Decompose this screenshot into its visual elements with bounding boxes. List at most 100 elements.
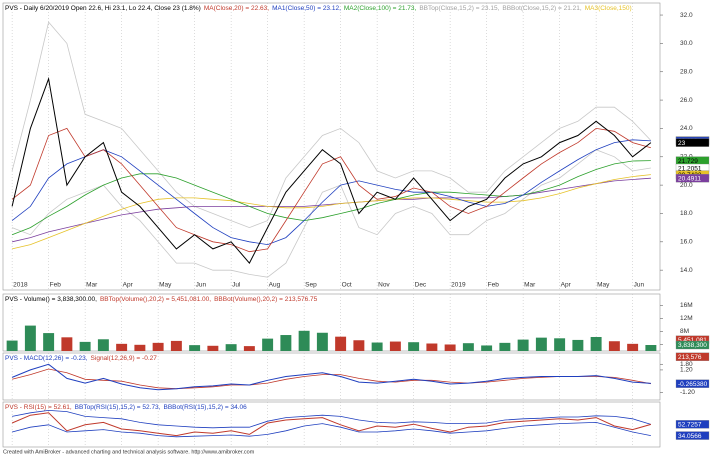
value-box-label: 21.729: [678, 158, 698, 165]
panel-header: PVS - Daily 6/20/2019 Open 22.6, Hi 23.1…: [5, 5, 632, 12]
value-box: [675, 340, 710, 350]
x-tick-label: Apr: [123, 282, 134, 289]
value-box-label: 34.0566: [678, 433, 702, 440]
volume-bar: [444, 344, 456, 351]
header-segment: BBBot(Volume(),20,2) = 213,576.75: [214, 296, 318, 303]
series-line: [11, 363, 651, 391]
x-tick-label: 2018: [13, 282, 28, 289]
volume-bar: [627, 343, 639, 351]
volume-bar: [335, 336, 347, 351]
y-tick-label: 30.0: [680, 40, 693, 47]
y-tick-label: 24.0: [680, 125, 693, 132]
y-tick-label: 1.80: [680, 361, 693, 368]
y-tick-label: 8M: [680, 328, 689, 335]
x-tick-label: Mar: [524, 282, 536, 289]
volume-bar: [535, 337, 547, 351]
series-line: [12, 174, 651, 250]
value-box: [675, 431, 710, 440]
volume-bar: [43, 333, 55, 351]
volume-bar: [116, 343, 128, 351]
volume-bar: [79, 341, 91, 351]
panel-header: PVS - RSI(15) = 52.61, BBTop(RSI(15),15,2…: [5, 404, 247, 411]
series-line: [11, 160, 651, 236]
value-box: [675, 138, 710, 147]
series-line: [12, 177, 651, 243]
volume-bar: [517, 339, 529, 351]
volume-bar: [608, 341, 620, 351]
y-tick-label: 12M: [680, 315, 693, 322]
volume-bar: [316, 332, 328, 351]
volume-bar: [225, 344, 237, 351]
value-box-label: 3,838,300: [678, 342, 707, 349]
x-tick-label: Sep: [305, 282, 317, 289]
value-box-label: 23: [678, 140, 686, 147]
x-tick-label: 2019: [451, 282, 466, 289]
header-segment: BBBot(RSI(15),15,2) = 34.06: [163, 404, 247, 411]
y-tick-label: 28.0: [680, 68, 693, 75]
value-box-label: 20.4911: [678, 175, 701, 182]
panel-frame: [2, 2, 661, 291]
y-tick-label: 18.0: [680, 210, 693, 217]
value-box: [675, 174, 710, 183]
x-tick-label: May: [159, 282, 172, 289]
y-tick-label: 32.0: [680, 12, 693, 19]
x-tick-label: Aug: [269, 282, 281, 289]
volume-bar: [152, 342, 164, 351]
volume-bar: [97, 339, 109, 351]
series-line: [11, 421, 651, 438]
x-tick-label: Oct: [342, 282, 352, 289]
volume-bar: [6, 340, 18, 351]
y-tick-label: -1.20: [680, 389, 695, 396]
x-tick-label: May: [597, 282, 610, 289]
panel-header: PVS - Volume() = 3,838,300.00, BBTop(Volu…: [5, 296, 318, 303]
header-segment: MA(Close,20) = 22.63,: [204, 5, 269, 12]
series-line: [12, 409, 652, 429]
volume-bar: [243, 346, 255, 351]
header-segment: PVS - Daily 6/20/2019 Open 22.6, Hi 23.1…: [5, 5, 201, 12]
series-line: [11, 76, 652, 264]
series-line: [11, 21, 652, 229]
y-tick-label: 14.0: [680, 267, 693, 274]
x-tick-label: Jul: [232, 282, 241, 289]
series-line: [11, 139, 651, 246]
header-segment: BBTop(Close,15,2) = 23.15,: [419, 5, 499, 12]
volume-bar: [554, 338, 566, 351]
volume-bar: [170, 340, 182, 351]
value-box-label: 213,576: [678, 354, 702, 361]
value-box: [675, 379, 710, 388]
x-tick-label: Dec: [415, 282, 427, 289]
panel-frame: [2, 352, 661, 401]
x-tick-label: Jun: [196, 282, 207, 289]
volume-bar: [389, 341, 401, 351]
value-box-label: 21.2051: [678, 165, 702, 172]
value-box: [675, 352, 710, 361]
header-segment: MA2(Close,100) = 21.73,: [344, 5, 417, 12]
volume-bar: [481, 345, 493, 351]
header-segment: PVS - MACD(12,26) = -0.23,: [5, 355, 88, 362]
header-segment: PVS - Volume() = 3,838,300.00,: [5, 296, 97, 303]
panel-frame: [2, 293, 661, 352]
value-box-label: 5,451,081: [678, 337, 707, 344]
panel-header: PVS - MACD(12,26) = -0.23, Signal(12,26,9…: [5, 355, 157, 362]
volume-bar: [371, 342, 383, 351]
volume-bar: [189, 345, 201, 351]
x-tick-label: Mar: [86, 282, 98, 289]
series-line: [11, 127, 652, 253]
header-segment: PVS - RSI(15) = 52.61,: [5, 404, 72, 411]
value-box-label: -0.265380: [678, 381, 708, 388]
volume-bar: [298, 330, 310, 351]
volume-bar: [408, 342, 420, 351]
header-segment: MA3(Close,150): [585, 5, 632, 12]
y-tick-label: 20.0: [680, 182, 693, 189]
header-segment: MA1(Close,50) = 23.12,: [272, 5, 341, 12]
y-tick-label: 26.0: [680, 97, 693, 104]
header-segment: BBTop(Volume(),20,2) = 5,451,081.00,: [100, 296, 211, 303]
header-segment: Signal(12,26,9) = -0.27: [91, 355, 158, 362]
volume-bar: [499, 342, 511, 351]
y-tick-label: 16.0: [680, 239, 693, 246]
x-tick-label: Jun: [634, 282, 645, 289]
x-tick-label: Apr: [561, 282, 572, 289]
header-segment: BBTop(RSI(15),15,2) = 52.73,: [75, 404, 161, 411]
series-line: [11, 149, 651, 278]
